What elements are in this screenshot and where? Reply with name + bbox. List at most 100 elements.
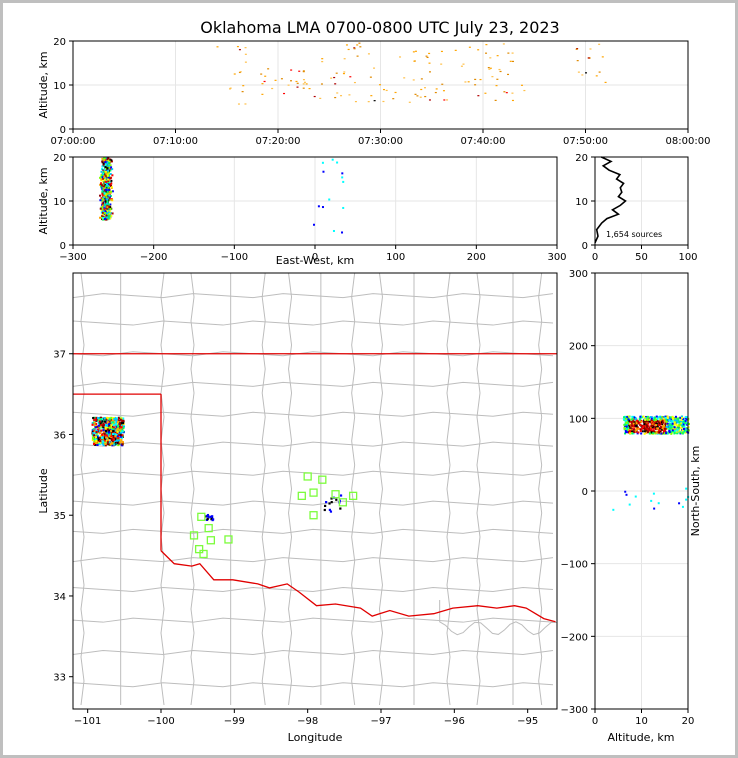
time-height-source-mark <box>498 68 501 71</box>
height-ns-source-mark <box>656 427 659 430</box>
plan-view-source-mark <box>121 430 124 433</box>
time-height-source-mark <box>587 57 590 59</box>
ew-height-source-mark <box>107 194 110 197</box>
height-ns-source-mark <box>632 419 635 422</box>
plan-view-source-mark <box>95 439 98 443</box>
time-height-source-mark <box>348 94 351 96</box>
time-height-source-mark <box>342 72 345 75</box>
time-height-source-mark <box>416 95 419 97</box>
time-height-source-mark <box>298 70 301 72</box>
plan-view-source-mark <box>109 422 112 425</box>
plan-view-source-mark <box>324 504 327 508</box>
time-height-source-mark <box>441 83 444 85</box>
plan-view-source-mark <box>120 419 123 422</box>
time-height-source-mark <box>454 49 457 51</box>
height-ns-source-mark <box>628 423 631 426</box>
time-height-source-mark <box>428 99 431 101</box>
height-ns-source-mark <box>653 420 656 423</box>
lma-station-marker <box>331 490 340 499</box>
plan-view-source-mark <box>98 436 102 439</box>
height-ns-source-mark <box>639 420 642 423</box>
ew-height-source-mark <box>102 210 105 213</box>
county-boundaries <box>73 273 557 706</box>
height-ns-source-mark <box>624 419 627 422</box>
time-height-source-mark <box>353 47 356 49</box>
ew-height-source-mark <box>106 158 109 161</box>
ew-height-source-mark <box>106 183 109 186</box>
height-ns-source-mark <box>661 415 664 418</box>
ew-height-source-mark <box>102 216 105 219</box>
county-line-horizontal <box>73 557 554 563</box>
plan-view-ytick-label: 33 <box>53 673 66 684</box>
plan-view-source-mark <box>93 438 97 441</box>
plan-view-source-mark <box>105 436 108 439</box>
plan-view-source-mark <box>122 417 125 420</box>
time-height-source-mark <box>319 97 322 99</box>
histogram-xtick-label: 0 <box>592 252 598 263</box>
height-ns-source-mark <box>633 427 636 430</box>
height-ns-source-mark <box>652 424 655 427</box>
ew-height-source-mark <box>107 185 110 188</box>
plan-view-source-mark <box>98 429 101 432</box>
height-ns-source-mark <box>639 415 642 418</box>
time-height-source-mark <box>479 78 482 81</box>
plan-view-sources <box>91 416 343 522</box>
ew-height-source-mark <box>100 174 103 177</box>
county-line-horizontal <box>73 528 554 534</box>
height-ns-source-mark <box>646 415 649 418</box>
ew-height-ylabel: Altitude, km <box>37 167 50 234</box>
time-height-source-mark <box>244 53 247 55</box>
ew-height-source-mark <box>109 206 112 209</box>
plan-view-source-mark <box>93 418 96 421</box>
height-ns-source-mark <box>625 493 628 496</box>
height-ns-source-mark <box>642 424 645 427</box>
height-ns-source-mark <box>686 431 689 434</box>
ew-height-source-mark <box>107 213 110 216</box>
plan-view-source-mark <box>113 443 116 446</box>
ew-height-source-mark <box>110 190 113 193</box>
height-ns-source-mark <box>653 430 656 433</box>
ew-height-source-mark <box>102 192 105 195</box>
plan-view-source-mark <box>113 436 116 439</box>
plan-view-source-mark <box>206 515 209 518</box>
height-ns-source-mark <box>626 416 629 419</box>
plan-view-source-mark <box>117 439 120 442</box>
histogram-ytick-label: 0 <box>582 241 588 252</box>
plan-view-source-mark <box>99 421 102 424</box>
height-ns-source-mark <box>668 430 671 433</box>
time-height-source-mark <box>408 101 411 103</box>
height-ns-source-mark <box>662 424 665 427</box>
ew-height-source-mark <box>104 203 107 206</box>
time-height-xtick-label: 07:30:00 <box>358 136 403 147</box>
time-height-source-mark <box>495 85 498 87</box>
ew-height-source-mark <box>321 161 324 164</box>
ew-height-source-mark <box>100 175 103 178</box>
height-ns-source-mark <box>672 427 675 430</box>
time-height-source-mark <box>302 83 305 85</box>
ew-height-source-mark <box>101 157 104 160</box>
height-ns-source-mark <box>622 418 625 421</box>
plan-view-source-mark <box>329 510 333 513</box>
ew-height-source-mark <box>102 188 105 191</box>
height-ns-source-mark <box>623 425 626 428</box>
plan-view-source-mark <box>120 417 123 420</box>
time-height-source-mark <box>333 76 336 79</box>
height-ns-source-mark <box>633 416 636 419</box>
plan-view-ylabel: Latitude <box>37 468 50 514</box>
plan-view-source-mark <box>109 427 112 431</box>
ew-height-source-mark <box>107 157 110 160</box>
ew-height-source-mark <box>100 199 103 202</box>
ew-height-source-mark <box>101 214 104 217</box>
height-ns-source-mark <box>678 420 681 423</box>
height-ns-source-mark <box>660 421 663 424</box>
ew-height-source-mark <box>105 209 108 212</box>
ew-height-source-mark <box>110 182 113 185</box>
plan-view-source-mark <box>97 417 100 420</box>
ew-height-source-mark <box>101 193 104 196</box>
ew-height-source-mark <box>104 209 107 212</box>
plan-view-source-mark <box>112 438 115 441</box>
ew-height-source-mark <box>107 179 110 182</box>
time-height-source-mark <box>302 79 305 81</box>
lma-station-marker <box>197 512 206 521</box>
plan-view-source-mark <box>98 442 101 446</box>
